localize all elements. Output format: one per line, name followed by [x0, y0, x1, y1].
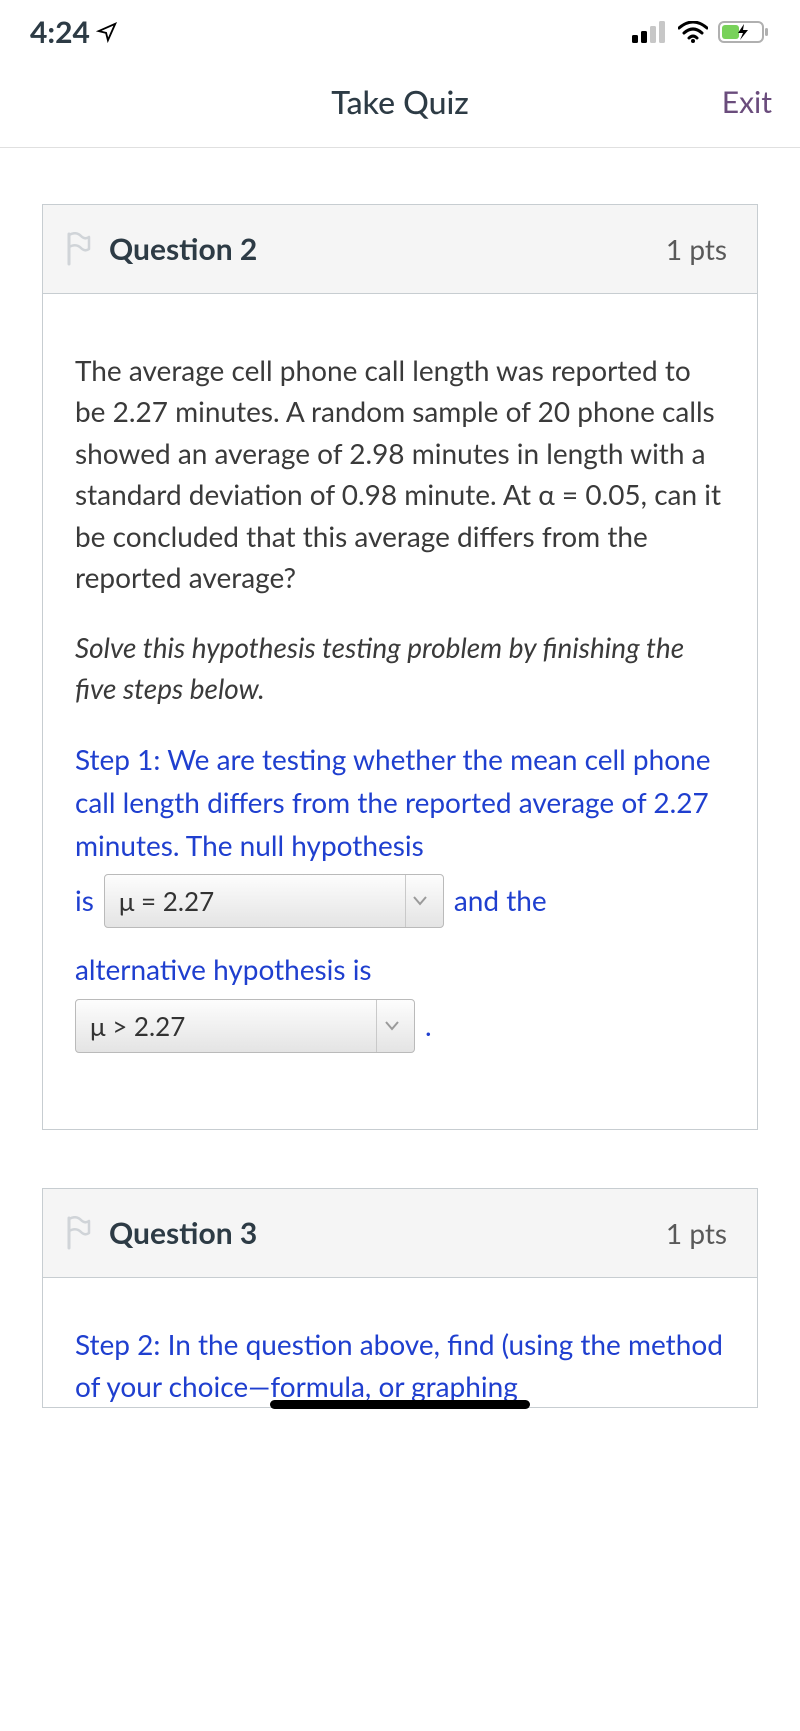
content: Question 2 1 pts The average cell phone …	[0, 148, 800, 1408]
nav-header: Take Quiz Exit	[0, 60, 800, 148]
text-and-the: and the	[454, 879, 547, 922]
chevron-down-icon	[376, 1000, 406, 1052]
question-2-body: The average cell phone call length was r…	[43, 294, 757, 1129]
wifi-icon	[678, 21, 708, 43]
null-hypothesis-value: μ = 2.27	[119, 881, 214, 921]
question-3-title: Question 3	[109, 1215, 257, 1251]
home-indicator[interactable]	[270, 1400, 530, 1409]
null-hypothesis-row: is μ = 2.27 and the	[75, 874, 725, 928]
question-2-instruction: Solve this hypothesis testing problem by…	[75, 627, 725, 710]
exit-link[interactable]: Exit	[722, 84, 772, 120]
page-title: Take Quiz	[331, 82, 469, 121]
step1-block: Step 1: We are testing whether the mean …	[75, 738, 725, 1054]
status-time: 4:24	[30, 14, 90, 50]
alt-hypothesis-dropdown[interactable]: μ > 2.27	[75, 999, 415, 1053]
question-2-header-left: Question 2	[63, 231, 257, 267]
question-3-body: Step 2: In the question above, find (usi…	[43, 1278, 757, 1407]
question-3-card: Question 3 1 pts Step 2: In the question…	[42, 1188, 758, 1408]
location-icon	[96, 21, 118, 43]
text-is: is	[75, 879, 94, 922]
status-left: 4:24	[30, 14, 118, 50]
alt-hypothesis-row: μ > 2.27 .	[75, 999, 725, 1053]
alt-hypothesis-value: μ > 2.27	[90, 1006, 185, 1046]
question-2-pts: 1 pts	[666, 232, 727, 266]
question-2-text: The average cell phone call length was r…	[75, 350, 725, 599]
question-2-title: Question 2	[109, 231, 257, 267]
question-3-header-left: Question 3	[63, 1215, 257, 1251]
alt-hypothesis-label: alternative hypothesis is	[75, 948, 725, 991]
question-3-pts: 1 pts	[666, 1216, 727, 1250]
battery-charging-icon	[718, 20, 770, 44]
flag-icon[interactable]	[63, 232, 91, 266]
step1-text-a: Step 1: We are testing whether the mean …	[75, 742, 711, 863]
status-right	[632, 20, 770, 44]
status-bar: 4:24	[0, 0, 800, 60]
home-indicator-wrap	[43, 1400, 757, 1409]
chevron-down-icon	[405, 875, 435, 927]
signal-icon	[632, 21, 668, 43]
null-hypothesis-dropdown[interactable]: μ = 2.27	[104, 874, 444, 928]
flag-icon[interactable]	[63, 1216, 91, 1250]
question-2-card: Question 2 1 pts The average cell phone …	[42, 204, 758, 1130]
question-2-header: Question 2 1 pts	[43, 205, 757, 294]
step2-text: Step 2: In the question above, find (usi…	[75, 1327, 723, 1402]
text-period: .	[425, 1004, 432, 1047]
question-3-header: Question 3 1 pts	[43, 1189, 757, 1278]
